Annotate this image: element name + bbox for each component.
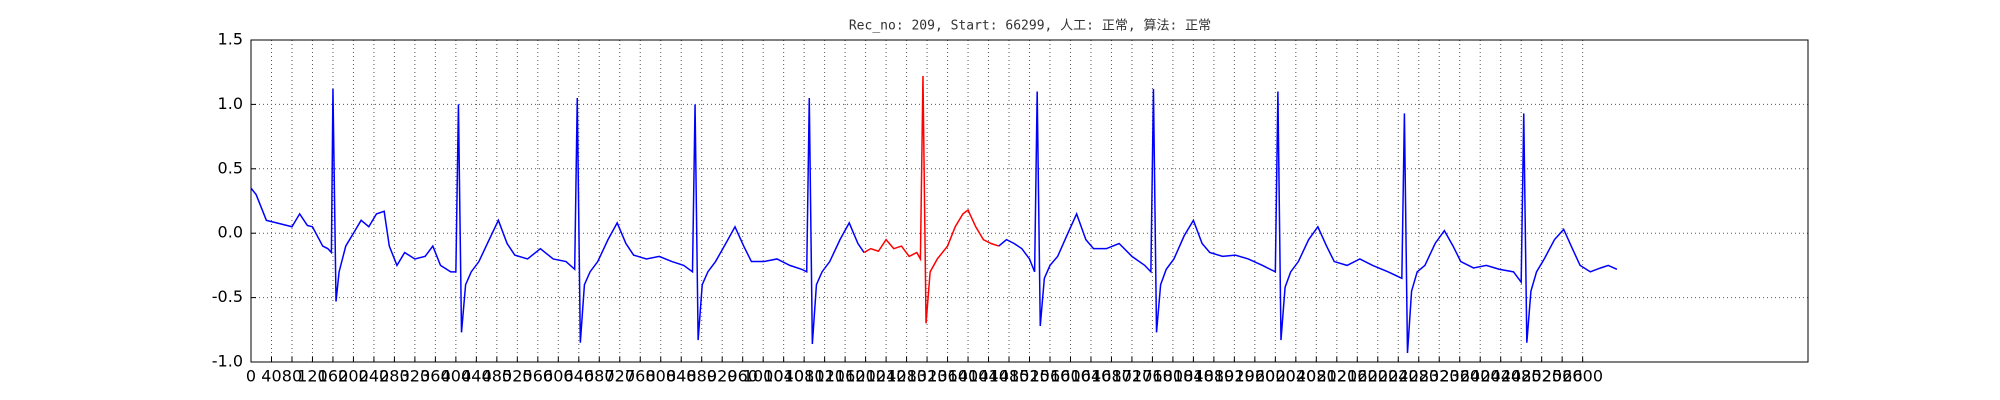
x-tick-label: 360 (420, 367, 451, 386)
x-tick-label: 680 (584, 367, 615, 386)
x-tick-label: 1880 (1194, 367, 1235, 386)
x-tick-label: 2280 (1398, 367, 1439, 386)
y-tick-label: 0.0 (218, 223, 243, 242)
x-tick-label: 2200 (1357, 367, 1398, 386)
x-tick-label: 1400 (948, 367, 989, 386)
x-tick-label: 2040 (1275, 367, 1316, 386)
y-tick-label: 0.5 (218, 158, 243, 177)
y-tick-label: -0.5 (212, 287, 243, 306)
x-tick-label: 2400 (1460, 367, 1501, 386)
x-tick-label: 1920 (1214, 367, 1255, 386)
x-tick-label: 280 (379, 367, 410, 386)
x-tick-label: 1560 (1030, 367, 1071, 386)
x-tick-label: 2560 (1542, 367, 1583, 386)
x-tick-label: 1320 (907, 367, 948, 386)
x-tick-label: 2080 (1296, 367, 1337, 386)
ecg-line (250, 88, 865, 345)
x-tick-label: 1800 (1153, 367, 1194, 386)
x-tick-label: 2360 (1439, 367, 1480, 386)
x-tick-label: 1080 (784, 367, 825, 386)
x-tick-label: 80 (282, 367, 302, 386)
x-tick-label: 1720 (1112, 367, 1153, 386)
x-tick-label: 2160 (1337, 367, 1378, 386)
x-tick-label: 1240 (866, 367, 907, 386)
x-tick-label: 400 (441, 367, 472, 386)
x-tick-label: 2120 (1316, 367, 1357, 386)
y-tick-label: 1.5 (218, 30, 243, 49)
y-tick-label: 1.0 (218, 94, 243, 113)
x-tick-label: 1000 (743, 367, 784, 386)
chart-title: Rec_no: 209, Start: 66299, 人工: 正常, 算法: 正… (849, 19, 1211, 34)
x-tick-label: 320 (400, 367, 431, 386)
x-tick-label: 1360 (927, 367, 968, 386)
x-tick-label: 1120 (804, 367, 845, 386)
x-tick-label: 200 (338, 367, 369, 386)
x-tick-label: 2000 (1255, 367, 1296, 386)
x-tick-label: 1520 (1009, 367, 1050, 386)
x-tick-label: 1840 (1173, 367, 1214, 386)
x-tick-label: 2240 (1378, 367, 1419, 386)
x-tick-label: 120 (297, 367, 328, 386)
x-tick-label: 2520 (1521, 367, 1562, 386)
x-tick-label: 1040 (763, 367, 804, 386)
x-tick-label: 880 (686, 367, 717, 386)
x-tick-label: 800 (645, 367, 676, 386)
y-tick-label: -1.0 (212, 352, 243, 371)
x-tick-label: 960 (727, 367, 758, 386)
x-tick-label: 1440 (968, 367, 1009, 386)
x-tick-label: 1640 (1071, 367, 1112, 386)
ecg-line (863, 76, 1000, 324)
x-tick-label: 840 (666, 367, 697, 386)
x-tick-label: 920 (707, 367, 738, 386)
x-tick-label: 600 (543, 367, 574, 386)
x-tick-label: 0 (246, 367, 256, 386)
x-tick-label: 1960 (1234, 367, 1275, 386)
x-tick-label: 560 (523, 367, 554, 386)
x-tick-label: 2480 (1501, 367, 1542, 386)
x-tick-label: 2600 (1562, 367, 1603, 386)
x-tick-label: 640 (564, 367, 595, 386)
x-tick-label: 2320 (1419, 367, 1460, 386)
x-tick-label: 520 (502, 367, 533, 386)
x-tick-label: 2440 (1480, 367, 1521, 386)
x-tick-label: 480 (482, 367, 513, 386)
x-tick-label: 1280 (886, 367, 927, 386)
x-tick-label: 440 (461, 367, 492, 386)
ecg-line (998, 88, 1618, 354)
x-tick-label: 720 (604, 367, 635, 386)
x-tick-label: 1680 (1091, 367, 1132, 386)
x-tick-label: 1160 (825, 367, 866, 386)
x-tick-label: 760 (625, 367, 656, 386)
x-tick-label: 160 (318, 367, 349, 386)
x-tick-label: 1760 (1132, 367, 1173, 386)
x-tick-label: 1200 (845, 367, 886, 386)
x-tick-label: 1600 (1050, 367, 1091, 386)
x-tick-label: 1480 (989, 367, 1030, 386)
x-tick-label: 240 (359, 367, 390, 386)
plot-frame (250, 39, 1809, 363)
x-tick-label: 40 (261, 367, 281, 386)
